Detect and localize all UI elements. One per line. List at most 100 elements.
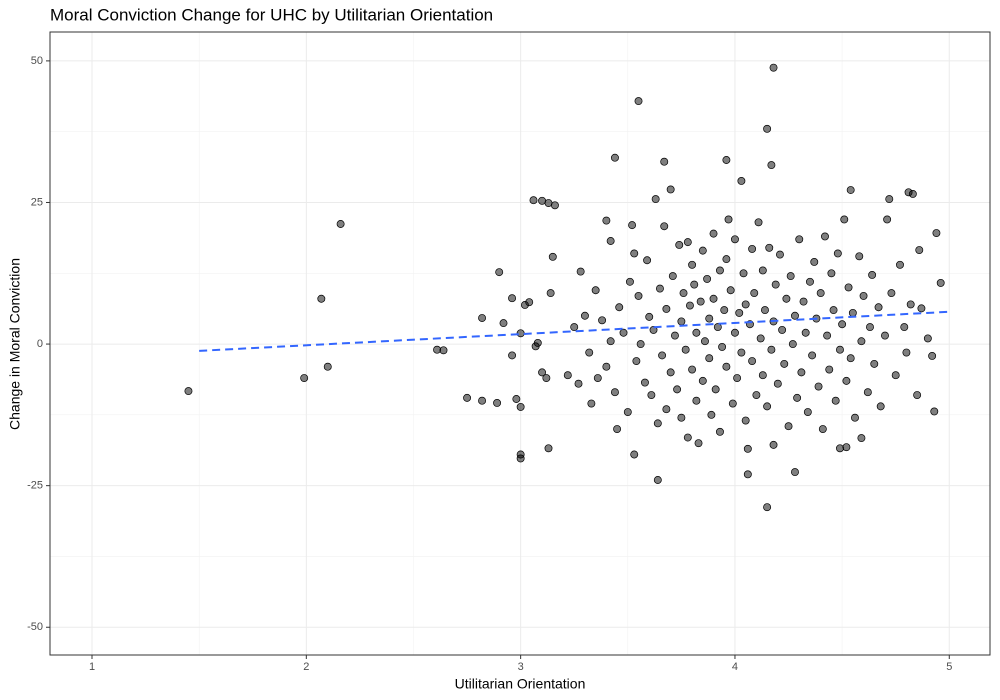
point — [761, 306, 769, 315]
point — [632, 357, 641, 366]
point — [720, 306, 729, 315]
point — [763, 124, 772, 133]
point — [799, 297, 808, 306]
point — [797, 368, 806, 377]
point — [323, 362, 332, 371]
point — [675, 241, 684, 249]
point — [698, 246, 707, 255]
point — [529, 196, 538, 205]
point — [666, 185, 675, 194]
point — [716, 427, 724, 436]
point — [825, 365, 834, 374]
point — [718, 342, 727, 351]
point — [863, 388, 872, 397]
point — [739, 269, 748, 278]
point — [591, 286, 600, 295]
point — [709, 294, 718, 303]
point — [866, 323, 874, 332]
point — [703, 274, 712, 283]
point — [821, 232, 829, 241]
point — [666, 368, 675, 377]
point — [743, 444, 752, 453]
point — [846, 354, 855, 363]
point — [516, 454, 525, 463]
point — [791, 311, 799, 320]
point — [750, 289, 759, 298]
point — [655, 284, 664, 293]
point — [683, 433, 692, 442]
point — [814, 382, 823, 391]
point — [748, 244, 757, 253]
point — [737, 177, 746, 185]
point — [859, 291, 868, 300]
point — [896, 260, 904, 269]
point — [550, 201, 559, 210]
point — [776, 250, 784, 259]
point — [615, 303, 624, 312]
point — [758, 266, 767, 275]
chart-title: Moral Conviction Change for UHC by Utili… — [50, 5, 493, 24]
point — [810, 257, 819, 266]
point — [728, 399, 737, 408]
point — [758, 371, 767, 380]
point — [737, 348, 746, 357]
point — [563, 371, 572, 380]
point — [709, 229, 718, 238]
point — [876, 402, 885, 411]
x-tick-label: 3 — [518, 661, 524, 673]
point — [701, 337, 709, 346]
point — [671, 331, 679, 340]
panel-border — [49, 31, 991, 656]
point — [801, 328, 810, 337]
point — [870, 359, 879, 368]
point — [705, 314, 714, 323]
point — [906, 300, 915, 309]
point — [788, 340, 797, 349]
point — [795, 235, 804, 244]
point — [694, 439, 703, 448]
point — [662, 305, 671, 313]
point — [855, 252, 864, 261]
point — [683, 238, 692, 247]
point — [707, 410, 716, 419]
point — [463, 393, 472, 402]
y-tick-label: -25 — [27, 480, 43, 492]
point — [184, 387, 193, 396]
x-tick-label: 4 — [732, 661, 738, 673]
point — [630, 249, 639, 258]
point — [748, 357, 757, 366]
point — [782, 294, 791, 303]
point — [930, 407, 939, 416]
point — [754, 218, 763, 227]
point — [765, 243, 774, 252]
point — [917, 304, 926, 313]
point — [752, 391, 761, 399]
point — [634, 291, 643, 300]
point — [778, 325, 787, 334]
point — [763, 503, 772, 512]
point — [690, 280, 699, 289]
point — [668, 272, 677, 281]
point — [602, 216, 611, 225]
point — [887, 289, 896, 298]
point — [883, 215, 892, 224]
point — [769, 440, 778, 449]
point — [874, 303, 883, 312]
y-tick-label: 25 — [31, 196, 43, 208]
point — [495, 268, 504, 277]
point — [692, 396, 701, 405]
point — [653, 419, 662, 428]
point — [623, 408, 632, 416]
point — [818, 425, 827, 433]
point — [842, 376, 851, 385]
trend-line — [199, 310, 950, 352]
point — [300, 374, 309, 382]
x-tick-label: 5 — [946, 661, 952, 673]
point — [786, 272, 795, 281]
point — [610, 153, 619, 162]
point — [493, 399, 502, 407]
point — [613, 425, 622, 433]
point — [936, 278, 945, 287]
point — [928, 352, 937, 360]
